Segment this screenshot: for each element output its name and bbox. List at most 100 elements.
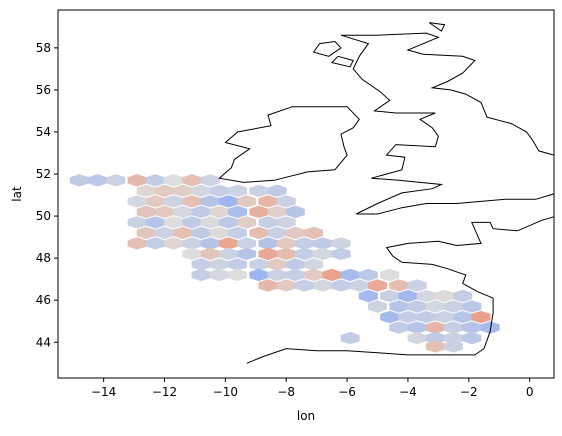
y-tick-label: 46 xyxy=(36,293,51,307)
hexbin-cell xyxy=(249,258,269,271)
hexbin-cell xyxy=(444,300,464,313)
hexbin-cell xyxy=(218,216,238,229)
hexbin-cell xyxy=(407,321,427,334)
hexbin-cell xyxy=(462,300,482,313)
hexbin-cell xyxy=(228,268,248,282)
hexbin-cell xyxy=(218,195,238,208)
y-tick-label: 58 xyxy=(36,41,51,55)
hexbin-cell xyxy=(258,247,278,261)
hexbin-cell xyxy=(389,300,409,313)
hexbin-cell xyxy=(173,226,193,240)
hexbin-cell xyxy=(313,279,333,292)
hexbin-cell xyxy=(258,216,278,229)
hexbin-cell xyxy=(285,268,305,282)
y-tick-label: 54 xyxy=(36,125,51,139)
plot-frame xyxy=(57,9,555,379)
hexbin-cell xyxy=(164,237,184,250)
hexbin-cell xyxy=(358,268,378,282)
x-tick-label: 0 xyxy=(526,385,534,399)
hexbin-cell xyxy=(258,237,278,250)
hexbin-cell xyxy=(453,289,473,303)
hexbin-cell xyxy=(380,289,400,303)
hexbin-cell xyxy=(444,321,464,334)
hexbin-cell xyxy=(209,205,229,219)
hexbin-cell xyxy=(267,268,287,282)
y-tick-label: 50 xyxy=(36,209,51,223)
hexbin-cell xyxy=(127,216,147,229)
hexbin-cell xyxy=(267,258,287,271)
hexbin-cell xyxy=(145,237,165,250)
hexbin-cell xyxy=(127,237,147,250)
hexbin-cell xyxy=(294,279,314,292)
y-tick-label: 44 xyxy=(36,335,51,349)
hexbin-cell xyxy=(182,195,202,208)
hexbin-cell xyxy=(258,279,278,292)
hexbin-cell xyxy=(434,289,454,303)
y-axis: 44 46 48 50 52 54 56 58 xyxy=(36,41,58,349)
hexbin-cell xyxy=(425,331,445,345)
hexbin-cell xyxy=(331,247,351,261)
hexbin-cell xyxy=(182,174,202,187)
hexbin-cell xyxy=(368,279,388,292)
hexbin-cell xyxy=(209,226,229,240)
hexbin-cell xyxy=(136,184,156,198)
x-tick-label: −4 xyxy=(399,385,417,399)
hexbin-cell xyxy=(444,331,464,345)
hexbin-cell xyxy=(389,321,409,334)
hexbin-cell xyxy=(276,279,296,292)
coastline xyxy=(246,198,554,364)
hexbin-cell xyxy=(200,195,220,208)
hexbin-cell xyxy=(249,205,269,219)
hexbin-cell xyxy=(191,258,211,271)
hexbin-cell xyxy=(313,247,333,261)
hexbin-cell xyxy=(294,247,314,261)
hexbin-cell xyxy=(136,205,156,219)
hexbin-cell xyxy=(200,174,220,187)
hexbin-cell xyxy=(358,289,378,303)
y-tick-label: 52 xyxy=(36,167,51,181)
hexbin-cell xyxy=(267,205,287,219)
hexbin-cell xyxy=(425,300,445,313)
hexbin-cell xyxy=(267,184,287,198)
hexbin-cell xyxy=(237,247,257,261)
hexbin-cell xyxy=(425,321,445,334)
hexbin-cell xyxy=(462,331,482,345)
hexbin-cell xyxy=(164,195,184,208)
hexbin-cell xyxy=(380,310,400,324)
hexbin-cell xyxy=(304,268,324,282)
hexbin-cell xyxy=(480,321,500,334)
hexbin-cell xyxy=(228,226,248,240)
hexbin-cell xyxy=(88,174,108,187)
hexbin-cell xyxy=(237,216,257,229)
hexbin-cell xyxy=(304,258,324,271)
hexbin-cell xyxy=(127,195,147,208)
hexbin-cell xyxy=(407,300,427,313)
hexbin-cell xyxy=(340,268,360,282)
hexbin-cell xyxy=(200,216,220,229)
hexbin-cell xyxy=(218,237,238,250)
hexbin-cell xyxy=(407,279,427,292)
coastline xyxy=(340,32,554,215)
hexbin-cell xyxy=(173,184,193,198)
hexbin-cell xyxy=(237,195,257,208)
hexbin-cell xyxy=(304,226,324,240)
hexbin-cell xyxy=(237,237,257,250)
hexbin-cell xyxy=(249,184,269,198)
hexbin-cell xyxy=(200,237,220,250)
hexbin-cell xyxy=(294,237,314,250)
hexbin-cell xyxy=(285,258,305,271)
hexbin-cell xyxy=(249,226,269,240)
hexbin-cell xyxy=(276,247,296,261)
coastline-layer xyxy=(218,22,554,364)
hexbin-cell xyxy=(145,216,165,229)
x-tick-label: −2 xyxy=(460,385,478,399)
hexbin-cell xyxy=(145,174,165,187)
x-axis: −14 −12 −10 −8 −6 −4 −2 0 xyxy=(91,378,533,399)
hexbin-cell xyxy=(127,174,147,187)
coastline xyxy=(330,55,354,68)
hexbin-cell xyxy=(258,195,278,208)
y-tick-label: 48 xyxy=(36,251,51,265)
hexbin-cell xyxy=(69,174,89,187)
hexbin-cell xyxy=(276,237,296,250)
hexbin-cell xyxy=(462,321,482,334)
